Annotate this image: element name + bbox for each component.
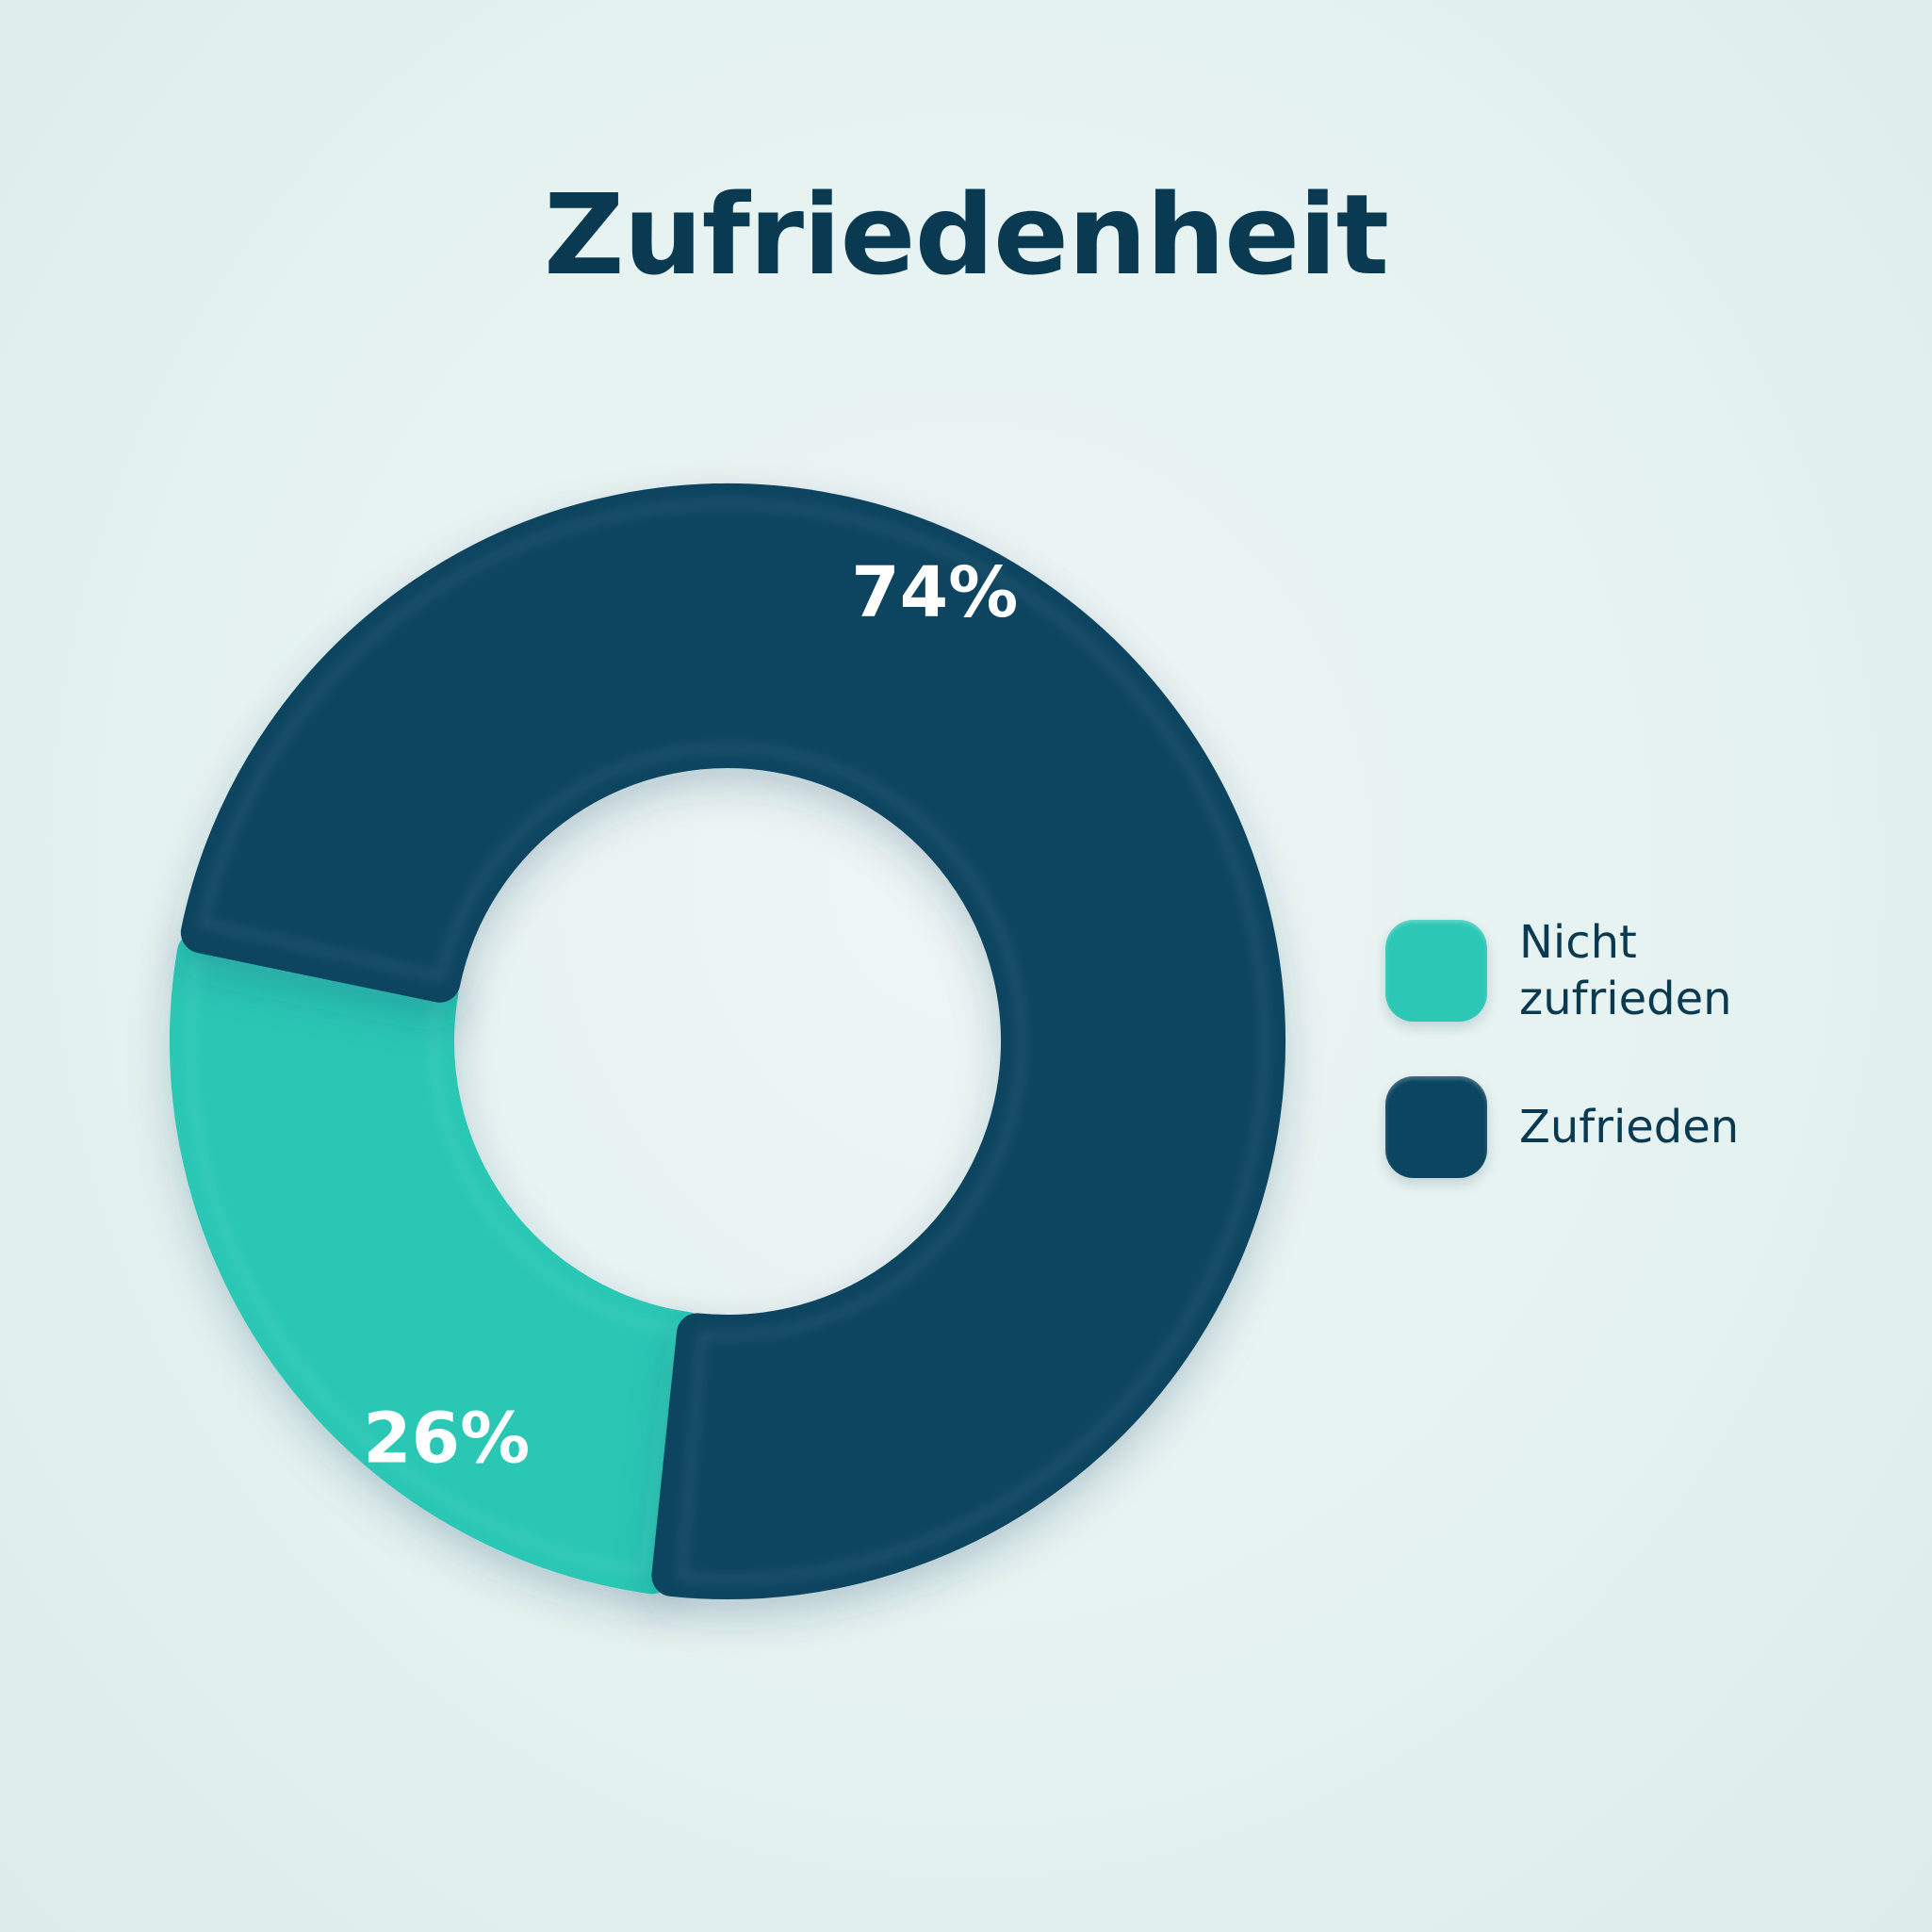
legend-item-nicht-zufrieden: Nicht zufrieden [1385, 914, 1764, 1027]
slice-highlight-zufrieden [200, 501, 1268, 1581]
legend-swatch-nicht-zufrieden [1385, 920, 1487, 1022]
chart-title: Zufriedenheit [544, 170, 1389, 300]
legend: Nicht zufrieden Zufrieden [1385, 914, 1764, 1227]
slice-label-nicht-zufrieden: 26% [363, 1398, 530, 1479]
slice-highlight-nicht-zufrieden [188, 958, 685, 1576]
legend-label-nicht-zufrieden: Nicht zufrieden [1519, 916, 1732, 1025]
slice-label-zufrieden: 74% [851, 552, 1018, 633]
slice-nicht-zufrieden [170, 931, 708, 1595]
legend-label-zufrieden: Zufrieden [1519, 1101, 1740, 1154]
legend-item-zufrieden: Zufrieden [1385, 1076, 1764, 1178]
legend-swatch-zufrieden [1385, 1076, 1487, 1178]
